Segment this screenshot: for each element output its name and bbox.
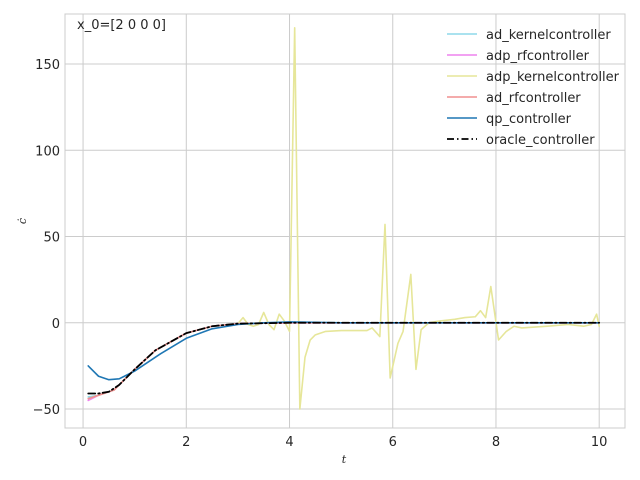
annotation-text: x_0=[2 0 0 0]: [77, 18, 166, 33]
legend-label-adp-kernelcontroller: adp_kernelcontroller: [486, 70, 620, 85]
grid: [65, 14, 625, 428]
series-line-qp-controller: [87, 321, 600, 381]
y-tick-label: −50: [33, 403, 60, 418]
legend-label-qp-controller: qp_controller: [486, 112, 572, 127]
legend-label-adp-rfcontroller: adp_rfcontroller: [486, 49, 590, 64]
legend: ad_kernelcontroller adp_rfcontroller adp_k…: [447, 28, 620, 148]
tick-labels: 0 2 4 6 8 10 −50 0 50 100 150: [33, 58, 608, 450]
y-axis-label: ċ: [16, 218, 29, 224]
legend-label-oracle-controller: oracle_controller: [486, 133, 595, 148]
y-tick-label: 50: [43, 231, 60, 246]
x-tick-label: 6: [389, 435, 397, 450]
x-axis-label: t: [342, 453, 347, 466]
series-line-oracle-controller: [87, 321, 601, 395]
y-tick-label: 100: [35, 144, 60, 159]
plot-area: [65, 14, 625, 428]
x-tick-label: 8: [492, 435, 500, 450]
y-tick-label: 0: [52, 317, 60, 332]
x-tick-label: 10: [591, 435, 608, 450]
x-tick-label: 0: [79, 435, 87, 450]
legend-label-ad-rfcontroller: ad_rfcontroller: [486, 91, 581, 106]
x-tick-label: 2: [182, 435, 190, 450]
series-line-adp-kernelcontroller: [87, 27, 600, 410]
x-tick-label: 4: [285, 435, 293, 450]
legend-label-ad-kernelcontroller: ad_kernelcontroller: [486, 28, 611, 43]
plot-frame: [64, 13, 626, 429]
series-group: [87, 27, 601, 410]
y-tick-label: 150: [35, 58, 60, 73]
